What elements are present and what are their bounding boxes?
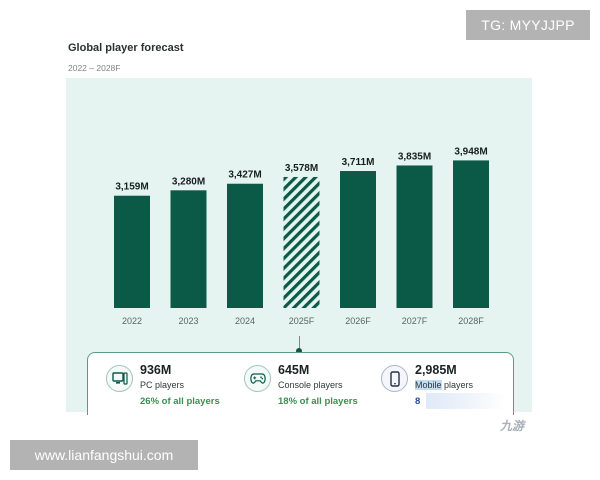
bar-2027f <box>396 165 433 308</box>
value-label-2022: 3,159M <box>115 182 148 193</box>
console-label: Console players <box>278 380 343 390</box>
bar-2026f <box>340 171 376 308</box>
connector-dot <box>296 348 302 354</box>
blurred-region <box>426 393 506 409</box>
mobile-label-highlight: Mobile <box>415 380 442 390</box>
tick-label-2024: 2024 <box>235 316 255 326</box>
bar-2028f <box>453 160 489 308</box>
chart-title: Global player forecast <box>68 42 184 54</box>
tick-label-2027f: 2027F <box>402 316 428 326</box>
bar-2024 <box>227 183 263 308</box>
console-share: 18% of all players <box>278 396 358 407</box>
gamepad-icon <box>244 365 271 392</box>
tick-label-2022: 2022 <box>122 316 142 326</box>
mobile-label-rest: players <box>441 380 474 390</box>
value-label-2028f: 3,948M <box>454 146 487 157</box>
mobile-label: Mobile players <box>415 380 473 390</box>
tick-label-2026f: 2026F <box>345 316 371 326</box>
pc-share: 26% of all players <box>140 396 220 407</box>
value-label-2025f: 3,578M <box>285 163 318 174</box>
mobile-value: 2,985M <box>415 363 457 377</box>
watermark-top: TG: MYYJJPP <box>466 10 590 40</box>
tick-label-2025f: 2025F <box>289 316 315 326</box>
bar-2023 <box>170 190 207 308</box>
value-label-2026f: 3,711M <box>342 157 375 168</box>
pc-value: 936M <box>140 363 172 377</box>
bar-chart: 3,159M 2022 3,280M 2023 3,427M 2024 3,578M 2025… <box>114 146 489 326</box>
bar-2022 <box>114 195 150 308</box>
tick-label-2023: 2023 <box>178 316 198 326</box>
mobile-share: 8 <box>415 396 421 407</box>
value-label-2023: 3,280M <box>172 176 205 187</box>
watermark-logo: 九游 <box>500 419 525 433</box>
value-label-2027f: 3,835M <box>398 151 431 162</box>
desktop-icon <box>106 365 133 392</box>
chart-subtitle: 2022 – 2028F <box>68 63 121 73</box>
watermark-bottom: www.lianfangshui.com <box>10 440 198 470</box>
connector-line <box>298 336 300 350</box>
console-value: 645M <box>278 363 310 377</box>
pc-label: PC players <box>140 380 185 390</box>
bar-2025f <box>283 176 320 308</box>
value-label-2024: 3,427M <box>228 170 261 181</box>
smartphone-icon <box>381 365 408 392</box>
tick-label-2028f: 2028F <box>458 316 484 326</box>
